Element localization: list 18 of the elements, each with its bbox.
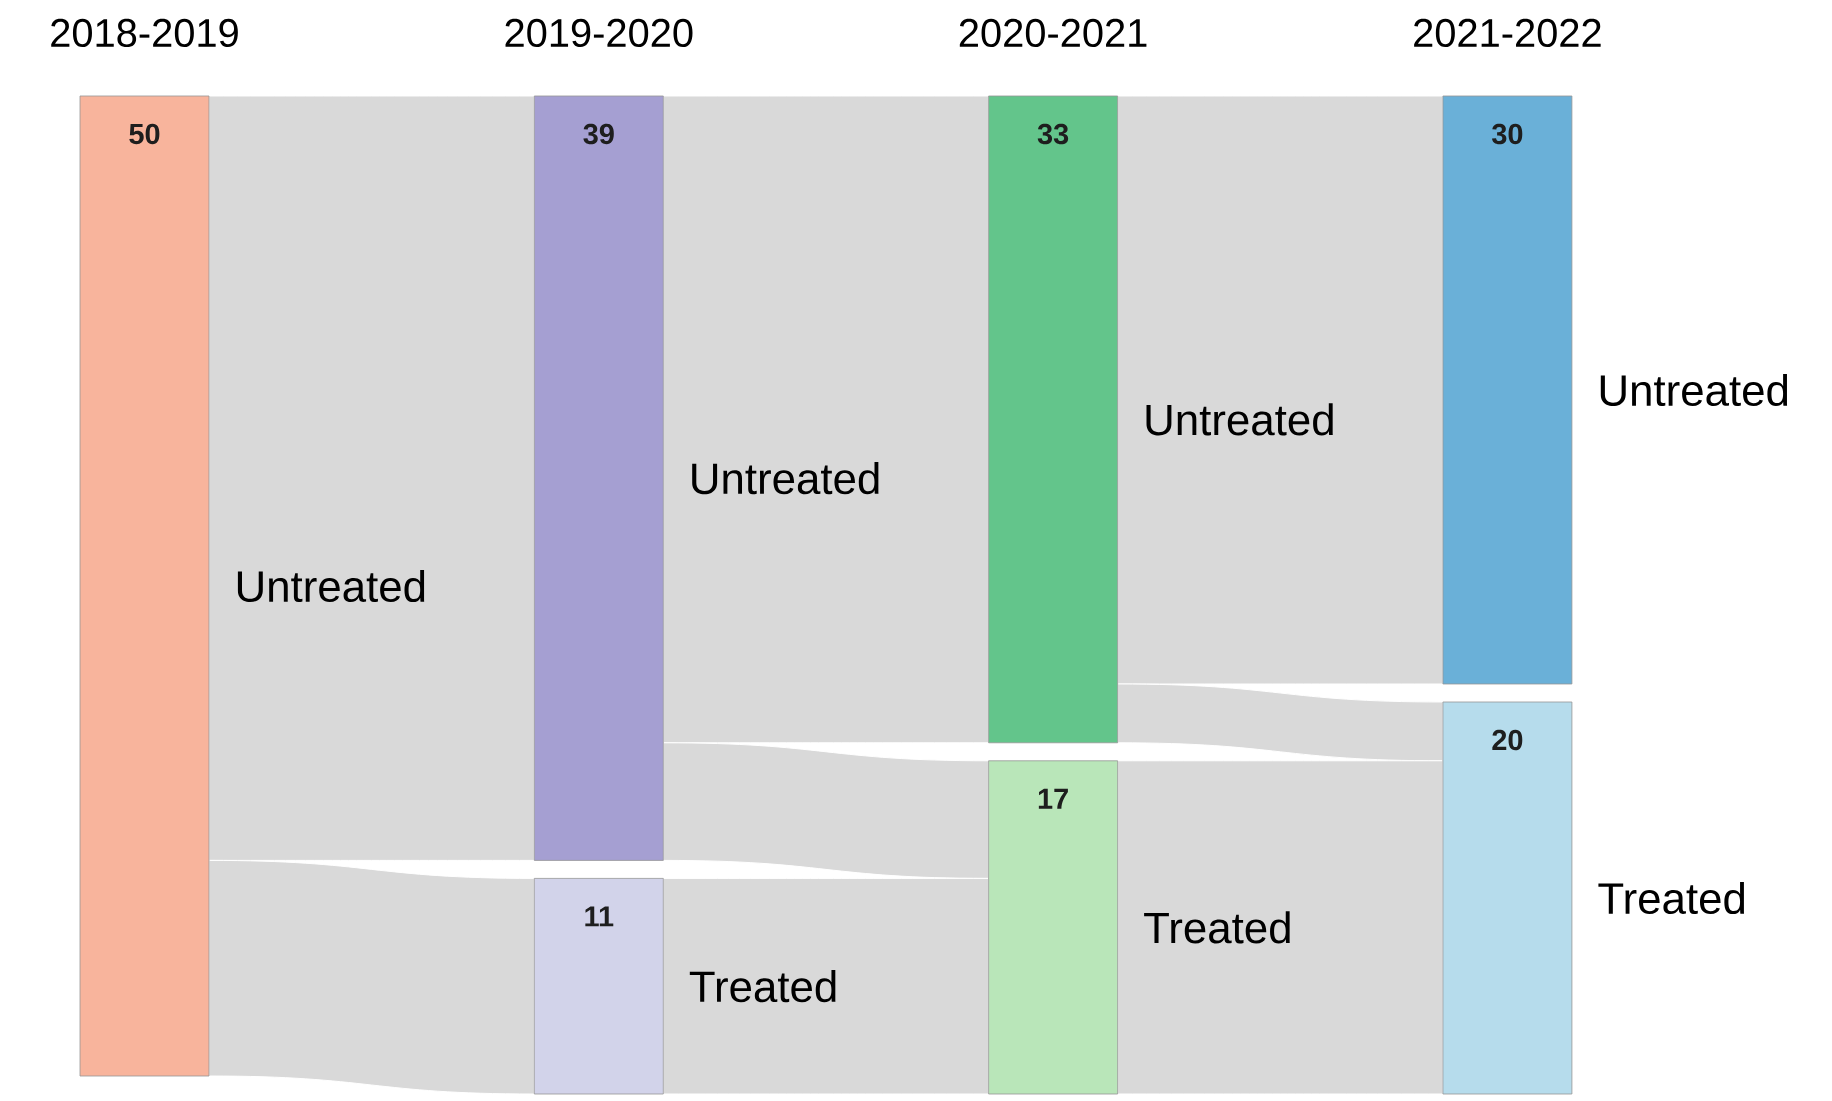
- series-label: Treated: [1144, 911, 1290, 944]
- text: Untreated: [1146, 403, 1333, 436]
- data-label: 33: [1037, 123, 1069, 145]
- text: Untreated: [237, 569, 425, 603]
- category-label: 2020-2021: [959, 18, 1147, 48]
- category-label: 2019-2020: [505, 18, 693, 48]
- data-label: 39: [583, 123, 614, 145]
- text: Untreated: [692, 462, 879, 495]
- data-label: 17: [1038, 788, 1068, 809]
- category-label: 2021-2022: [1414, 18, 1601, 48]
- text: Treated: [1598, 881, 1745, 915]
- data-label: 50: [129, 123, 160, 145]
- data-label: 30: [1492, 123, 1523, 145]
- text: Treated: [689, 970, 836, 1003]
- data-label: 11: [585, 906, 614, 927]
- category-label: 2018-2019: [51, 18, 238, 48]
- data-label: 20: [1492, 729, 1523, 751]
- series-label: Untreated: [1600, 373, 1788, 407]
